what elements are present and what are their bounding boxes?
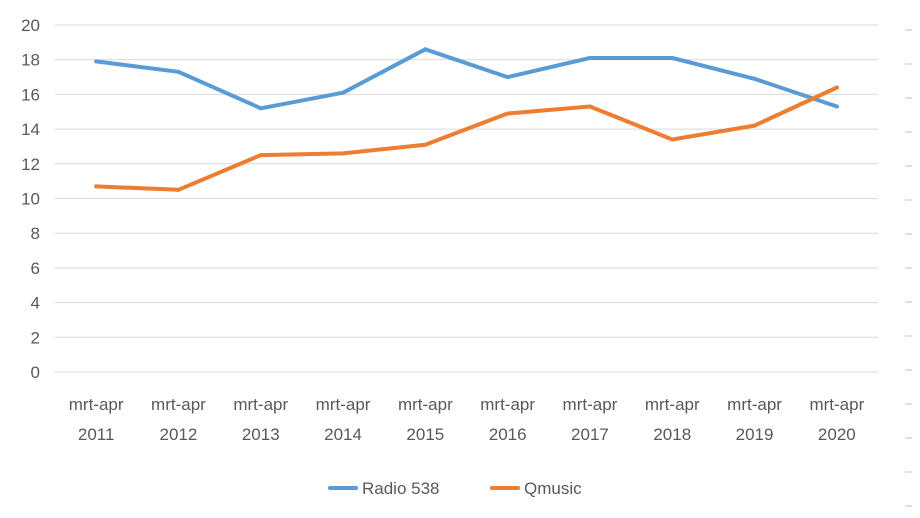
y-tick-label: 20 <box>21 16 40 35</box>
data-point <box>670 55 675 60</box>
x-tick-label-year: 2019 <box>736 425 774 444</box>
data-point <box>94 59 99 64</box>
x-tick-label: mrt-apr 2012 <box>151 395 206 444</box>
x-tick-label-period: mrt-apr <box>727 395 782 414</box>
x-tick-label: mrt-apr 2013 <box>233 395 288 444</box>
data-point <box>670 137 675 142</box>
x-tick-label-year: 2015 <box>406 425 444 444</box>
data-point <box>258 106 263 111</box>
x-tick-label-year: 2013 <box>242 425 280 444</box>
data-point <box>505 111 510 116</box>
y-tick-label: 2 <box>31 328 40 347</box>
x-tick-label-period: mrt-apr <box>809 395 864 414</box>
x-tick-label: mrt-apr 2016 <box>480 395 535 444</box>
y-tick-label: 14 <box>21 120 40 139</box>
x-tick-label: mrt-apr 2011 <box>69 395 124 444</box>
data-point <box>834 104 839 109</box>
y-tick-label: 0 <box>31 363 40 382</box>
x-tick-label-year: 2011 <box>78 425 115 444</box>
y-tick-label: 6 <box>31 259 40 278</box>
y-tick-label: 8 <box>31 224 40 243</box>
x-tick-label-year: 2016 <box>489 425 527 444</box>
legend-label: Qmusic <box>524 479 582 498</box>
data-point <box>258 153 263 158</box>
x-tick-label-year: 2018 <box>653 425 691 444</box>
y-tick-label: 10 <box>21 190 40 209</box>
data-point <box>505 75 510 80</box>
x-tick-label: mrt-apr 2018 <box>645 395 700 444</box>
x-tick-label-period: mrt-apr <box>398 395 453 414</box>
data-point <box>423 142 428 147</box>
x-tick-label-period: mrt-apr <box>151 395 206 414</box>
data-point <box>176 69 181 74</box>
y-tick-label: 4 <box>31 294 40 313</box>
x-tick-label: mrt-apr 2020 <box>809 395 864 444</box>
data-point <box>587 104 592 109</box>
series-line-1 <box>94 85 839 192</box>
x-tick-label-year: 2020 <box>818 425 856 444</box>
data-point <box>752 76 757 81</box>
x-tick-label: mrt-apr 2015 <box>398 395 453 444</box>
y-tick-label: 18 <box>21 51 40 70</box>
data-point <box>834 85 839 90</box>
data-point <box>341 151 346 156</box>
data-point <box>341 90 346 95</box>
x-tick-label: mrt-apr 2019 <box>727 395 782 444</box>
x-tick-label-year: 2012 <box>160 425 198 444</box>
y-tick-label: 12 <box>21 155 40 174</box>
x-tick-label-period: mrt-apr <box>233 395 288 414</box>
series-line-0 <box>94 47 839 111</box>
legend: Radio 538 Qmusic <box>328 479 582 498</box>
gridlines <box>55 24 878 373</box>
x-tick-label-period: mrt-apr <box>563 395 618 414</box>
x-tick-label-period: mrt-apr <box>69 395 124 414</box>
data-point <box>752 123 757 128</box>
y-tick-label: 16 <box>21 85 40 104</box>
x-tick-label-period: mrt-apr <box>316 395 371 414</box>
x-tick-label-year: 2017 <box>571 425 609 444</box>
data-point <box>176 187 181 192</box>
data-point <box>94 184 99 189</box>
x-tick-label-year: 2014 <box>324 425 362 444</box>
y-axis: 0 2 4 6 8 10 12 14 16 18 20 <box>21 16 40 382</box>
series-lines <box>94 47 839 192</box>
data-point <box>587 55 592 60</box>
right-edge-ticks <box>905 29 912 507</box>
x-tick-label: mrt-apr 2014 <box>316 395 371 444</box>
x-tick-label-period: mrt-apr <box>645 395 700 414</box>
x-tick-label-period: mrt-apr <box>480 395 535 414</box>
data-point <box>423 47 428 52</box>
x-tick-label: mrt-apr 2017 <box>563 395 618 444</box>
legend-label: Radio 538 <box>362 479 440 498</box>
